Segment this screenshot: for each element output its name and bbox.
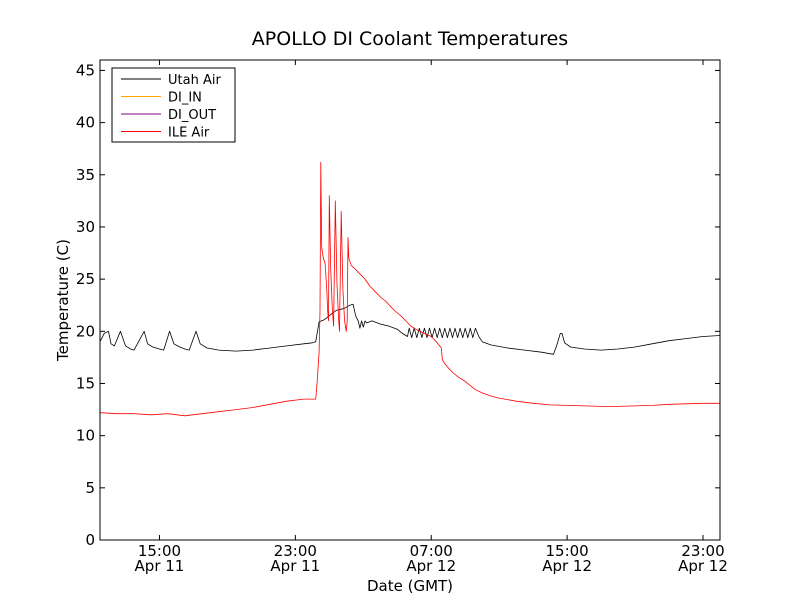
- y-tick-label: 10: [76, 427, 95, 445]
- y-tick-label: 20: [76, 322, 95, 340]
- x-tick-date: Apr 11: [135, 557, 185, 575]
- series-line-ile-air: [99, 161, 720, 417]
- plot-lines: [99, 161, 721, 417]
- y-tick-label: 5: [85, 479, 95, 497]
- legend: Utah Air DI_IN DI_OUT ILE Air: [111, 67, 236, 143]
- x-tick-date: Apr 12: [678, 557, 728, 575]
- y-tick-label: 30: [76, 218, 95, 236]
- y-tick-label: 15: [76, 374, 95, 392]
- series-line-utah-air: [99, 303, 721, 355]
- y-tick-label: 40: [76, 114, 95, 132]
- x-tick-date: Apr 12: [406, 557, 456, 575]
- legend-label-di-in: DI_IN: [168, 91, 202, 106]
- y-axis-label: Temperature (C): [54, 239, 72, 362]
- x-tick-time: 23:00: [681, 542, 724, 560]
- legend-label-utah-air: Utah Air: [168, 73, 221, 88]
- x-tick-time: 23:00: [274, 542, 317, 560]
- x-tick-date: Apr 12: [542, 557, 592, 575]
- x-tick-time: 15:00: [546, 542, 589, 560]
- y-tick-label: 25: [76, 270, 95, 288]
- y-axis: 0 5 10 15 20 25 30 35 40 45: [76, 61, 720, 549]
- y-tick-label: 35: [76, 166, 95, 184]
- x-tick-time: 07:00: [410, 542, 453, 560]
- chart-title: APOLLO DI Coolant Temperatures: [252, 28, 568, 50]
- y-tick-label: 45: [76, 61, 95, 79]
- x-tick-time: 15:00: [138, 542, 181, 560]
- x-tick-date: Apr 11: [270, 557, 320, 575]
- plot-frame: [99, 59, 721, 541]
- y-tick-label: 0: [85, 531, 95, 549]
- legend-box: [111, 67, 236, 143]
- legend-label-ile-air: ILE Air: [168, 126, 210, 141]
- legend-label-di-out: DI_OUT: [168, 108, 216, 123]
- x-axis-label: Date (GMT): [367, 577, 453, 595]
